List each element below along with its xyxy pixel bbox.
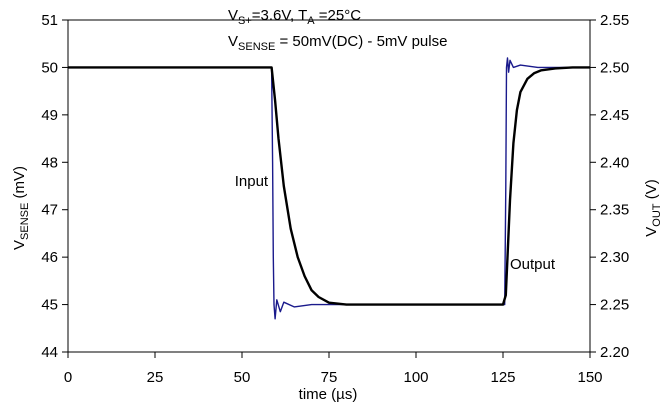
x-tick-label: 150	[577, 369, 602, 386]
x-tick-label: 100	[403, 369, 428, 386]
y-left-tick-label: 47	[41, 202, 58, 219]
x-tick-label: 75	[321, 369, 338, 386]
y-left-tick-label: 51	[41, 12, 58, 29]
title-line-1: VS+=3.6V, TA =25°C	[228, 7, 361, 27]
y-left-tick-label: 49	[41, 107, 58, 124]
x-tick-label: 50	[234, 369, 251, 386]
y-left-tick-label: 48	[41, 154, 58, 171]
y-right-tick-label: 2.20	[600, 344, 629, 361]
title-line-2: VSENSE = 50mV(DC) - 5mV pulse	[228, 33, 447, 53]
y-axis-label-right: VOUT (V)	[643, 179, 663, 236]
series-line-input	[68, 57, 590, 320]
x-axis-label: time (µs)	[299, 386, 358, 403]
plot-area-frame	[67, 19, 591, 353]
annotation-output: Output	[510, 256, 556, 273]
y-right-tick-label: 2.25	[600, 297, 629, 314]
y-left-tick-label: 50	[41, 59, 58, 76]
series-layer	[68, 57, 590, 320]
annotations-layer: Input Output	[235, 173, 556, 273]
x-tick-label: 125	[490, 369, 515, 386]
y-axis-label-left: VSENSE (mV)	[11, 166, 31, 250]
x-tick-label: 0	[64, 369, 72, 386]
ticks-layer: 0 25 50 75 100 125 150 44 45 46 47 48 49 50 51 2.20 2.25…	[41, 12, 629, 386]
y-right-tick-label: 2.50	[600, 59, 629, 76]
annotation-input: Input	[235, 173, 269, 190]
y-right-tick-label: 2.45	[600, 107, 629, 124]
y-right-tick-label: 2.55	[600, 12, 629, 29]
y-right-tick-label: 2.30	[600, 249, 629, 266]
series-line-output	[68, 66, 590, 306]
y-right-tick-label: 2.40	[600, 154, 629, 171]
y-right-tick-label: 2.35	[600, 202, 629, 219]
y-left-tick-label: 45	[41, 297, 58, 314]
y-left-tick-label: 44	[41, 344, 58, 361]
y-left-tick-label: 46	[41, 249, 58, 266]
x-tick-label: 25	[147, 369, 164, 386]
